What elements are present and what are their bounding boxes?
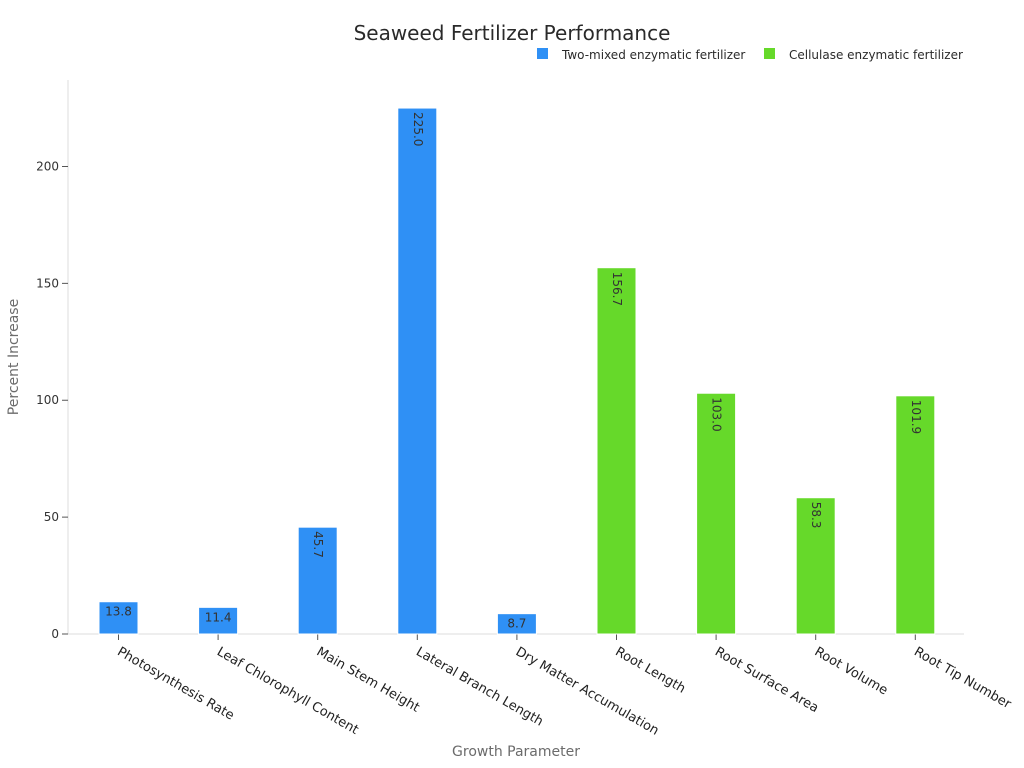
x-tick-label: Root Length bbox=[613, 644, 688, 696]
bar-value-label: 13.8 bbox=[105, 605, 132, 619]
x-tick-label: Main Stem Height bbox=[314, 644, 422, 715]
legend-label-cellulase: Cellulase enzymatic fertilizer bbox=[789, 48, 963, 62]
legend-label-two-mixed: Two-mixed enzymatic fertilizer bbox=[561, 48, 745, 62]
bar-value-label: 58.3 bbox=[809, 502, 823, 529]
bar bbox=[496, 613, 537, 635]
x-tick-label: Root Surface Area bbox=[712, 644, 821, 716]
legend-swatch-two-mixed bbox=[537, 48, 548, 59]
bar bbox=[198, 606, 239, 635]
y-tick-label: 0 bbox=[51, 627, 59, 641]
bar bbox=[895, 395, 936, 635]
y-tick-label: 50 bbox=[44, 510, 59, 524]
bar bbox=[795, 497, 836, 635]
y-tick-label: 100 bbox=[36, 393, 59, 407]
bar-value-label: 103.0 bbox=[710, 397, 724, 431]
bar bbox=[696, 392, 737, 635]
x-axis-label: Growth Parameter bbox=[452, 744, 580, 760]
bar-value-label: 156.7 bbox=[610, 272, 624, 306]
bar-value-label: 8.7 bbox=[507, 617, 526, 631]
x-tick-label: Root Volume bbox=[812, 644, 890, 698]
bar bbox=[397, 107, 438, 635]
bar bbox=[98, 601, 139, 635]
bar-value-label: 11.4 bbox=[205, 610, 232, 624]
bar bbox=[596, 267, 637, 635]
bar-value-label: 45.7 bbox=[311, 531, 325, 558]
y-tick-label: 200 bbox=[36, 159, 59, 173]
bar bbox=[297, 526, 338, 635]
bar-value-label: 225.0 bbox=[411, 112, 425, 146]
x-tick-label: Root Tip Number bbox=[911, 644, 1014, 712]
y-axis-label: Percent Increase bbox=[6, 299, 22, 415]
legend-swatch-cellulase bbox=[764, 48, 775, 59]
chart-title: Seaweed Fertilizer Performance bbox=[354, 21, 671, 45]
bar-value-label: 101.9 bbox=[909, 400, 923, 434]
y-tick-label: 150 bbox=[36, 276, 59, 290]
y-axis-ticks: 0 50 100 150 200 bbox=[36, 159, 68, 641]
bars: 13.8 11.4 45.7 225.0 8.7 156.7 103.0 58.3 101.9 bbox=[98, 107, 936, 635]
legend: Two-mixed enzymatic fertilizer Cellulase… bbox=[537, 48, 963, 62]
